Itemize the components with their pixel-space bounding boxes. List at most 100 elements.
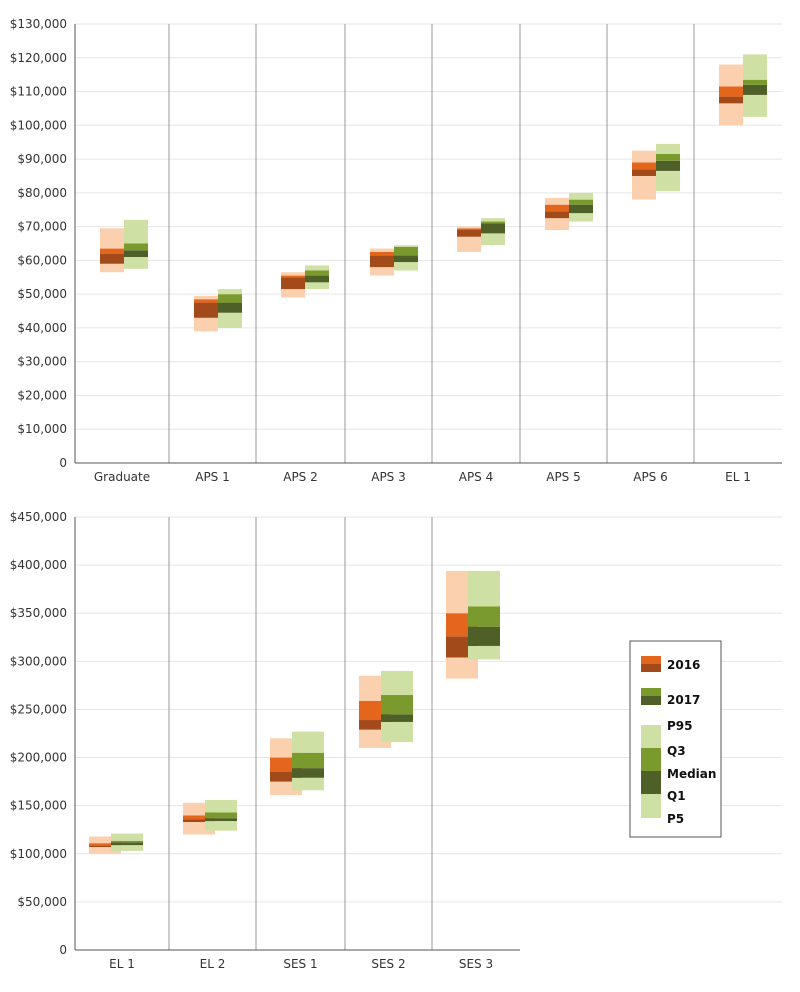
aps-y-tick-label: $50,000: [17, 287, 67, 301]
box-ses-1-2017-median-q3: [292, 752, 324, 769]
box-el-2-2017-median-q3: [205, 812, 237, 819]
box-aps-2-2016-q1-median: [281, 277, 305, 290]
box-aps-5-2016-median-q3: [545, 204, 569, 212]
box-ses-3-2016-p5-q1: [446, 657, 478, 679]
box-aps-5-2017-p5-q1: [569, 213, 593, 222]
category-label-ses-1: SES 1: [283, 957, 317, 971]
box-aps-6-2016-q3-p95: [632, 150, 656, 163]
box-el-1-2016-q1-median: [719, 96, 743, 104]
box-aps-1-2016-p5-q1: [194, 317, 218, 332]
category-label-aps-6: APS 6: [633, 470, 668, 484]
box-el-1-2016: [89, 836, 121, 854]
box-ses-1-2017-q3-p95: [292, 731, 324, 753]
box-graduate-2016-q1-median: [100, 253, 124, 264]
aps-y-tick-label: $70,000: [17, 220, 67, 234]
aps-y-tick-label: $110,000: [10, 85, 67, 99]
box-aps-1-2017-q3-p95: [218, 289, 242, 295]
legend-swatch-median: [641, 771, 661, 794]
box-el-1-2016-p5-q1: [89, 847, 121, 854]
box-aps-6-2017: [656, 143, 680, 192]
ses-y-tick-label: $300,000: [10, 654, 67, 668]
ses-y-tick-label: $400,000: [10, 558, 67, 572]
box-aps-4-2016-q1-median: [457, 229, 481, 237]
legend-label-q1: Q1: [667, 789, 686, 803]
category-label-el-1: EL 1: [725, 470, 751, 484]
box-aps-2-2017-p5-q1: [305, 282, 329, 290]
ses-y-tick-label: $200,000: [10, 751, 67, 765]
box-aps-4-2016-p5-q1: [457, 236, 481, 252]
box-graduate-2016: [100, 228, 124, 273]
box-el-1-2016-q3-p95: [719, 64, 743, 87]
category-label-aps-5: APS 5: [546, 470, 581, 484]
legend-label-q3: Q3: [667, 744, 686, 758]
box-aps-3-2016: [370, 248, 394, 276]
aps-y-tick-label: $120,000: [10, 51, 67, 65]
ses-y-tick-label: $100,000: [10, 847, 67, 861]
box-ses-3-2017-p5-q1: [468, 645, 500, 660]
box-aps-2-2017-median-q3: [305, 270, 329, 276]
box-aps-1-2016-median-q3: [194, 299, 218, 303]
box-aps-5-2017-q1-median: [569, 204, 593, 214]
box-aps-2-2016-median-q3: [281, 275, 305, 278]
box-aps-1-2017: [218, 289, 242, 328]
box-el-1-2016-q1-median: [89, 845, 121, 848]
box-el-1-2017-q1-median: [743, 84, 767, 95]
box-el-2-2017: [205, 799, 237, 831]
box-aps-4-2016-median-q3: [457, 228, 481, 230]
box-aps-1-2017-q1-median: [218, 302, 242, 313]
box-el-2-2016-q1-median: [183, 819, 215, 823]
box-graduate-2017-q1-median: [124, 250, 148, 258]
box-el-1-2016-median-q3: [719, 86, 743, 97]
box-aps-3-2016-p5-q1: [370, 267, 394, 276]
legend-swatch-2016-lower: [641, 664, 661, 672]
box-aps-2-2016-q3-p95: [281, 272, 305, 276]
legend-label-median: Median: [667, 767, 716, 781]
category-label-aps-1: APS 1: [195, 470, 230, 484]
box-aps-5-2017-median-q3: [569, 199, 593, 205]
box-graduate-2017-p5-q1: [124, 257, 148, 269]
box-el-2-2017-p5-q1: [205, 821, 237, 831]
aps-y-tick-label: $90,000: [17, 152, 67, 166]
legend-swatch-p95: [641, 725, 661, 748]
aps-y-tick-label: $60,000: [17, 253, 67, 267]
box-aps-1-2016: [194, 295, 218, 332]
box-aps-4-2017-q3-p95: [481, 218, 505, 222]
box-aps-3-2016-q1-median: [370, 255, 394, 268]
ses-y-tick-label: $350,000: [10, 606, 67, 620]
aps-y-tick-label: $130,000: [10, 17, 67, 31]
box-el-1-2016-p5-q1: [719, 103, 743, 126]
ses-y-tick-label: 0: [59, 943, 67, 957]
box-aps-4-2017: [481, 218, 505, 246]
category-label-graduate: Graduate: [94, 470, 150, 484]
box-ses-2-2017-q1-median: [381, 714, 413, 722]
box-ses-2-2017-median-q3: [381, 695, 413, 715]
box-ses-1-2017: [292, 731, 324, 791]
aps-y-tick-label: $10,000: [17, 422, 67, 436]
box-el-1-2017-median-q3: [111, 840, 143, 843]
category-label-aps-2: APS 2: [283, 470, 318, 484]
box-el-1-2017: [111, 833, 143, 851]
box-ses-1-2017-q1-median: [292, 768, 324, 778]
box-aps-4-2017-q1-median: [481, 223, 505, 234]
box-ses-3-2017-q1-median: [468, 626, 500, 646]
box-el-1-2017-q3-p95: [743, 54, 767, 80]
box-aps-2-2017: [305, 265, 329, 290]
ses-y-tick-label: $450,000: [10, 510, 67, 524]
legend-swatch-2016-upper: [641, 656, 661, 664]
legend-swatch-2017-upper: [641, 688, 661, 696]
box-ses-3-2017: [468, 570, 500, 660]
box-aps-6-2016-median-q3: [632, 162, 656, 170]
box-aps-6-2017-p5-q1: [656, 170, 680, 192]
box-aps-5-2017-q3-p95: [569, 192, 593, 200]
chart-panel-aps: $130,000 $120,000 $110,000 $100,000 $90,000 $…: [10, 17, 782, 484]
box-aps-1-2016-q1-median: [194, 302, 218, 318]
aps-y-tick-label: $30,000: [17, 355, 67, 369]
box-aps-3-2017-q3-p95: [394, 245, 418, 247]
box-ses-3-2017-median-q3: [468, 606, 500, 627]
box-aps-1-2017-median-q3: [218, 294, 242, 303]
box-aps-4-2016-q3-p95: [457, 226, 481, 229]
legend-swatch-q3: [641, 748, 661, 771]
box-el-1-2017: [743, 54, 767, 117]
box-aps-4-2016: [457, 226, 481, 252]
